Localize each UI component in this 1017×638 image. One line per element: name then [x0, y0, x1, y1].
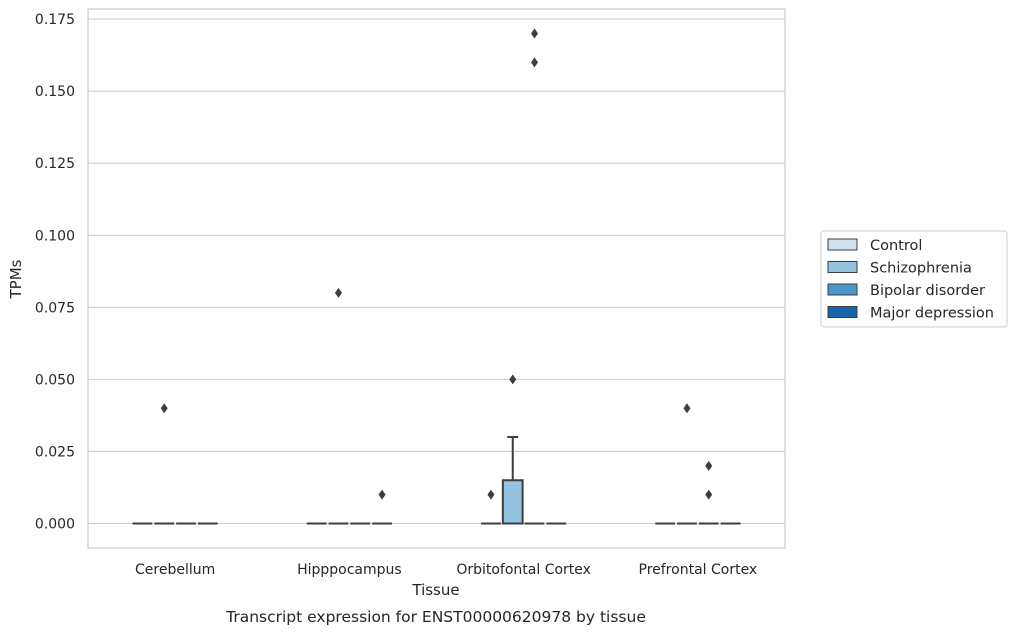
outlier-point — [378, 489, 386, 500]
plot-area-frame — [87, 8, 786, 549]
y-axis-ticks: 0.000 0.025 0.050 0.075 0.100 0.125 0.150 0.175 — [35, 12, 75, 532]
x-tick-label: Cerebellum — [135, 562, 215, 578]
legend-swatch — [827, 238, 858, 251]
x-axis-ticks: Cerebellum Hipppocampus Orbitofontal Corte… — [135, 562, 757, 578]
box-bipolar-disorder — [698, 460, 719, 525]
x-axis-title: Tissue — [411, 581, 459, 599]
box-bipolar-disorder — [524, 28, 545, 525]
outlier-point — [683, 403, 691, 414]
legend-label: Schizophrenia — [870, 261, 972, 277]
y-tick-label: 0.150 — [35, 84, 75, 100]
outlier-point — [531, 28, 539, 39]
legend: Control Schizophrenia Bipolar disorder Majo… — [820, 230, 1008, 328]
outlier-point — [487, 489, 495, 500]
outlier-point — [160, 403, 168, 414]
x-tick-label: Orbitofontal Cortex — [456, 562, 591, 578]
box-control — [481, 489, 501, 525]
legend-label: Control — [870, 238, 922, 254]
legend-frame — [820, 230, 1008, 328]
chart-caption: Transcript expression for ENST0000062097… — [225, 608, 646, 626]
legend-swatch — [827, 306, 858, 318]
box-schizophrenia — [501, 374, 524, 525]
legend-swatch — [827, 283, 858, 296]
y-axis-title: TPMs — [7, 259, 25, 299]
box-schizophrenia — [154, 403, 175, 525]
outlier-point — [531, 57, 539, 68]
box-schizophrenia — [677, 403, 697, 525]
y-tick-label: 0.175 — [35, 12, 75, 28]
box-body — [501, 479, 524, 525]
y-tick-label: 0.100 — [35, 228, 75, 244]
x-tick-label: Hipppocampus — [297, 562, 402, 578]
box-major-depression — [372, 489, 392, 525]
legend-label: Bipolar disorder — [870, 283, 985, 299]
y-tick-label: 0.050 — [35, 372, 75, 388]
legend-label: Major depression — [870, 306, 994, 322]
y-tick-label: 0.025 — [35, 444, 75, 460]
outlier-point — [705, 489, 713, 500]
x-tick-label: Prefrontal Cortex — [639, 562, 758, 578]
box-schizophrenia — [328, 287, 349, 525]
outlier-point — [705, 460, 713, 471]
legend-swatch — [827, 261, 858, 273]
y-tick-label: 0.075 — [35, 300, 75, 316]
outlier-point — [509, 374, 517, 385]
outlier-point — [334, 287, 342, 298]
y-tick-label: 0.000 — [35, 517, 75, 533]
box-series — [132, 28, 741, 525]
y-tick-label: 0.125 — [35, 156, 75, 172]
